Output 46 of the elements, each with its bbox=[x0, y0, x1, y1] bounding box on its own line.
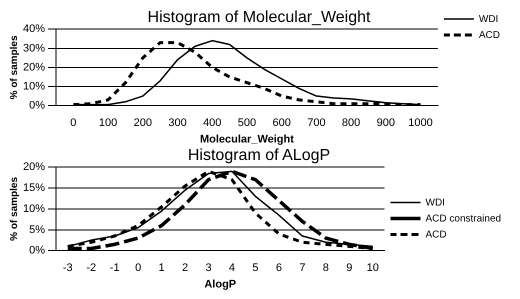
x-tick-label: 10 bbox=[366, 262, 379, 274]
x-tick-label: 0 bbox=[135, 262, 142, 274]
y-tick-label: 30% bbox=[22, 42, 46, 54]
x-tick-label: 200 bbox=[134, 117, 152, 130]
x-tick-label: 0 bbox=[70, 117, 76, 130]
x-tick-label: 600 bbox=[272, 117, 291, 130]
x-axis-title: AlogP bbox=[204, 278, 236, 290]
y-tick-label: 40% bbox=[22, 23, 46, 36]
y-tick-label: 20% bbox=[22, 61, 46, 74]
x-tick-label: 900 bbox=[376, 117, 395, 130]
y-tick-label: 10% bbox=[22, 80, 46, 93]
x-tick-label: 300 bbox=[168, 117, 187, 130]
y-tick-label: 0% bbox=[29, 100, 46, 112]
y-axis-title: % of samples bbox=[8, 176, 20, 241]
y-tick-label: 20% bbox=[22, 161, 46, 174]
x-tick-label: 100 bbox=[98, 117, 118, 130]
x-tick-label: 9 bbox=[346, 262, 352, 274]
legend-label: ACD bbox=[426, 229, 447, 240]
x-tick-label: 5 bbox=[252, 262, 259, 274]
x-tick-label: 400 bbox=[203, 117, 222, 130]
x-tick-label: 6 bbox=[276, 262, 282, 274]
legend-label: WDI bbox=[426, 197, 445, 208]
x-tick-label: 700 bbox=[307, 117, 326, 130]
y-tick-label: 10% bbox=[22, 202, 46, 215]
y-tick-label: 5% bbox=[29, 224, 46, 236]
x-tick-label: -1 bbox=[110, 262, 120, 274]
x-tick-label: 1000 bbox=[408, 117, 433, 130]
x-tick-label: 500 bbox=[238, 117, 256, 130]
x-tick-label: 2 bbox=[182, 262, 188, 274]
x-tick-label: -2 bbox=[86, 262, 96, 274]
y-tick-label: 15% bbox=[22, 182, 46, 194]
chart-title: Histogram of ALogP bbox=[188, 147, 330, 164]
x-tick-label: 1 bbox=[158, 262, 165, 274]
y-tick-label: 0% bbox=[29, 244, 46, 257]
x-axis-title: Molecular_Weight bbox=[200, 133, 294, 146]
x-tick-label: -3 bbox=[62, 262, 73, 274]
x-tick-label: 3 bbox=[205, 262, 212, 274]
x-tick-label: 8 bbox=[322, 262, 329, 274]
x-tick-label: 7 bbox=[299, 262, 306, 274]
x-tick-label: 4 bbox=[228, 262, 236, 274]
legend-label: WDI bbox=[478, 14, 498, 25]
y-axis-title: % of samples bbox=[8, 35, 20, 100]
chart-title: Histogram of Molecular_Weight bbox=[148, 9, 372, 26]
x-tick-label: 800 bbox=[342, 117, 360, 130]
legend-label: ACD constrained bbox=[426, 213, 502, 224]
legend-label: ACD bbox=[478, 30, 500, 41]
